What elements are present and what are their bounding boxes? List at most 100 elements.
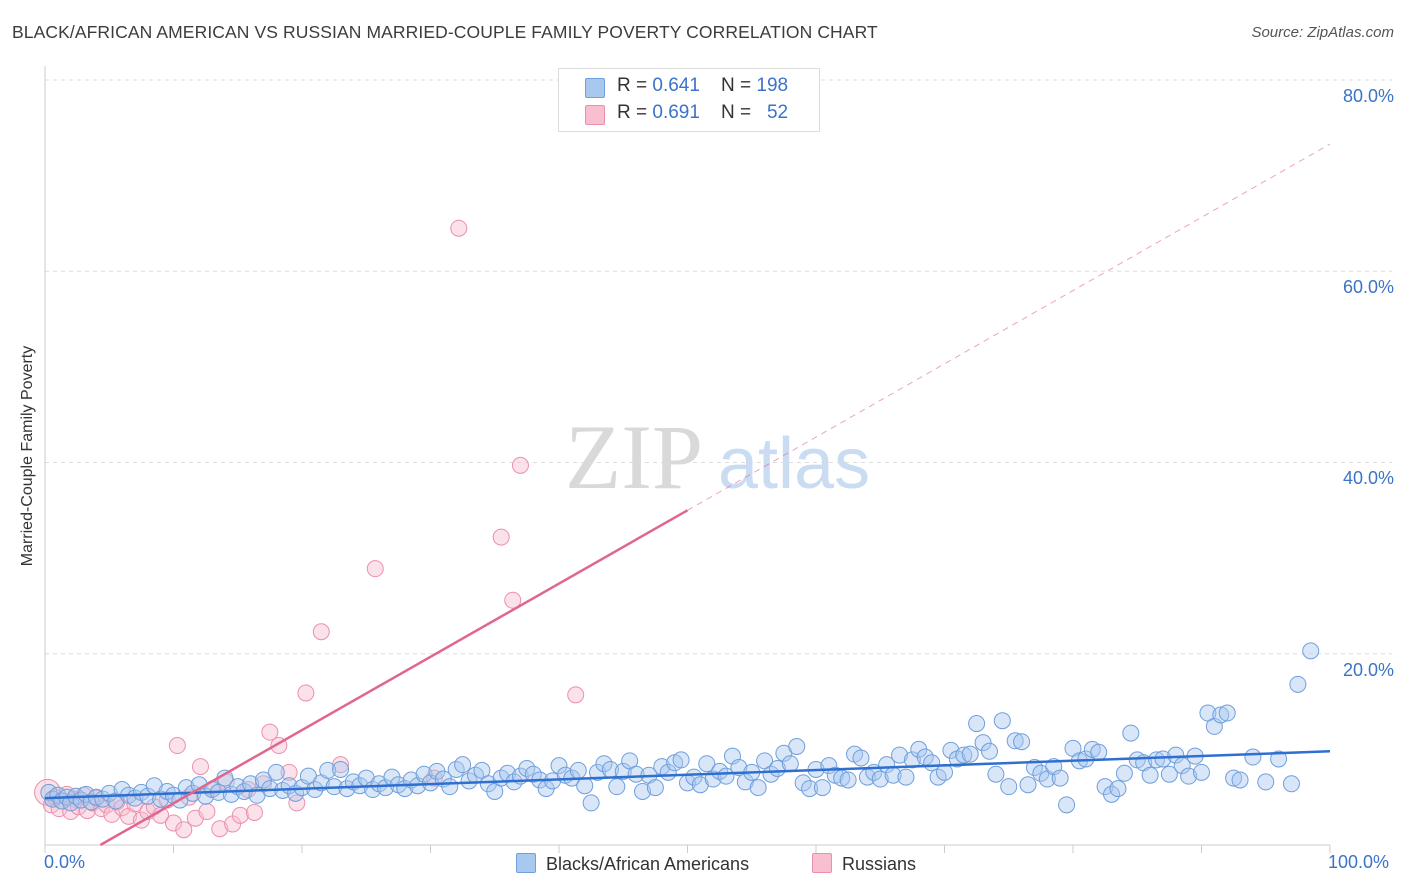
russians-point — [504, 591, 522, 609]
blacks-point — [1193, 763, 1210, 781]
blacks-point — [454, 756, 472, 774]
blacks-point — [576, 777, 594, 795]
n-label: N = — [721, 75, 757, 96]
chart-title: BLACK/AFRICAN AMERICAN VS RUSSIAN MARRIE… — [12, 22, 878, 42]
blacks-point — [942, 741, 960, 759]
blacks-point — [1115, 764, 1133, 782]
blacks-point — [781, 755, 799, 773]
blacks-point — [974, 734, 992, 752]
axes — [44, 66, 1331, 853]
blacks-point — [1122, 724, 1140, 742]
russians-point — [103, 805, 121, 823]
blacks-point — [332, 760, 350, 778]
blacks-point — [1282, 775, 1300, 793]
blacks-point — [980, 742, 998, 760]
blacks-point — [749, 779, 767, 797]
blacks-point — [1013, 733, 1031, 751]
y-tick-80: 80.0% — [1342, 86, 1394, 106]
trend-lines — [44, 143, 1331, 847]
legend-label-russians: Russians — [842, 854, 917, 874]
blacks-point — [1141, 766, 1159, 784]
blacks-point — [634, 782, 652, 800]
blacks-point — [955, 746, 973, 764]
blacks-point — [550, 757, 568, 775]
blacks-point — [801, 780, 819, 798]
blue-swatch — [585, 78, 605, 98]
blacks-point — [1103, 785, 1121, 803]
blacks-point — [1000, 778, 1018, 796]
n-value-blacks: 198 — [756, 75, 789, 96]
blue-swatch — [516, 853, 536, 873]
russians-point — [191, 758, 209, 776]
blacks-point — [1019, 776, 1037, 794]
x-tick-max: 100.0% — [1328, 852, 1390, 872]
blacks-point — [672, 751, 690, 769]
gridlines — [45, 79, 1392, 655]
blacks-point — [377, 779, 395, 797]
russians-point — [567, 686, 585, 704]
legend-item-russians[interactable]: Russians — [812, 853, 916, 875]
blacks-point — [852, 749, 870, 767]
blacks-point — [524, 765, 542, 783]
blacks-point — [569, 761, 587, 779]
russians-point — [231, 806, 249, 824]
blacks-point — [595, 755, 613, 773]
legend-label-blacks: Blacks/African Americans — [546, 854, 750, 874]
blacks-points — [40, 642, 1320, 814]
blacks-point — [518, 760, 536, 777]
blacks-point — [891, 746, 909, 764]
blacks-point — [961, 745, 979, 763]
blacks-point — [582, 794, 600, 812]
x-tick-min: 0.0% — [44, 852, 86, 872]
russians-point — [245, 803, 263, 821]
blacks-point — [788, 738, 806, 756]
russians-points — [34, 219, 585, 839]
blacks-point — [267, 763, 285, 781]
n-label: N = — [721, 102, 757, 123]
legend-item-blacks[interactable]: Blacks/African Americans — [516, 853, 749, 875]
blacks-point — [646, 779, 664, 797]
blacks-point — [794, 774, 812, 792]
russians-point — [261, 723, 279, 741]
blacks-point — [987, 765, 1005, 783]
y-tick-20: 20.0% — [1342, 660, 1394, 680]
russians-trend-extension — [687, 143, 1331, 511]
blacks-point — [441, 778, 459, 796]
blacks-point — [1270, 750, 1288, 768]
blacks-point — [903, 751, 921, 769]
blacks-point — [608, 778, 626, 796]
russians-point — [312, 623, 330, 641]
n-value-russians: 52 — [766, 102, 789, 123]
russians-point — [175, 821, 193, 839]
russians-point — [280, 763, 298, 781]
blacks-point — [627, 765, 645, 783]
blacks-trend-line — [44, 750, 1331, 800]
blacks-point — [139, 787, 157, 805]
blacks-point — [1090, 743, 1108, 761]
blacks-point — [1257, 773, 1275, 791]
r-label: R = — [617, 75, 653, 96]
blacks-point — [1180, 767, 1198, 785]
blacks-point — [589, 763, 607, 781]
russians-point — [492, 528, 510, 546]
blacks-point — [897, 768, 915, 786]
russians-point — [165, 814, 182, 832]
blacks-point — [1289, 675, 1307, 693]
blacks-point — [1231, 771, 1249, 789]
russians-trend-line — [99, 509, 689, 847]
blacks-point — [1212, 706, 1230, 724]
blacks-point — [1160, 765, 1178, 783]
blacks-point — [1109, 780, 1127, 798]
russians-point — [511, 456, 529, 474]
blacks-point — [1148, 751, 1166, 769]
blacks-point — [1025, 759, 1043, 777]
blacks-point — [1244, 748, 1262, 766]
blacks-point — [113, 781, 131, 799]
blacks-point — [1225, 769, 1243, 787]
blacks-point — [1302, 642, 1320, 660]
blacks-point — [839, 771, 857, 789]
y-tick-40: 40.0% — [1342, 468, 1394, 488]
blacks-point — [1167, 746, 1185, 764]
russians-point — [211, 820, 229, 838]
